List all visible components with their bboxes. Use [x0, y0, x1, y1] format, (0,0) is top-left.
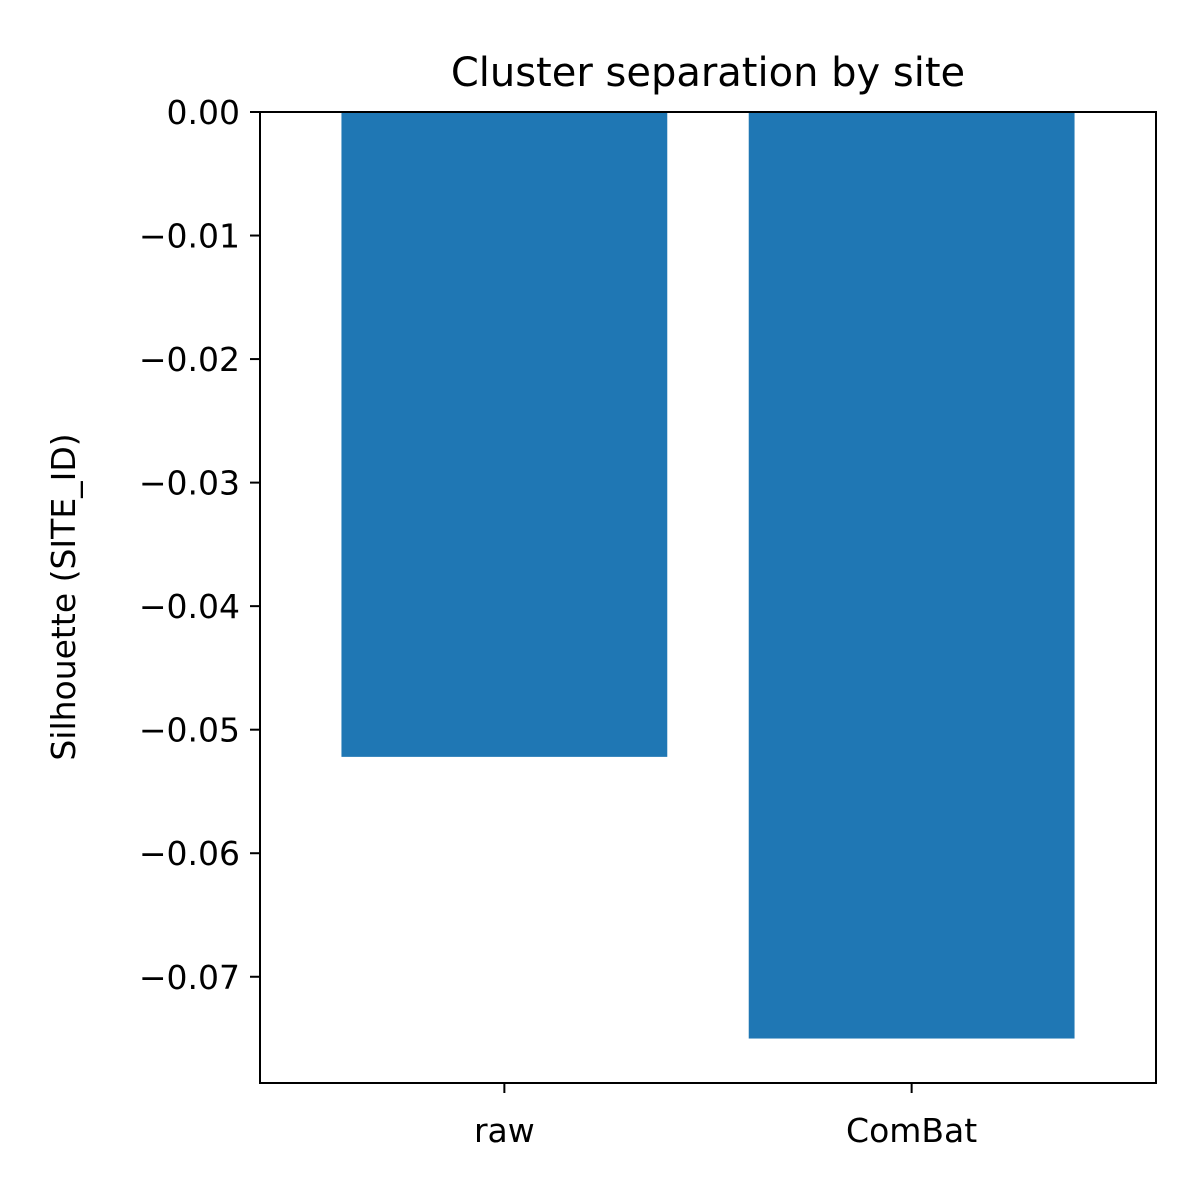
y-axis-label: Silhouette (SITE_ID)	[44, 433, 83, 760]
bar-combat	[748, 112, 1075, 1039]
bars-group	[341, 112, 1075, 1039]
y-tick-label: −0.04	[139, 587, 240, 626]
bar-raw	[341, 112, 668, 757]
y-tick-label: −0.02	[139, 340, 240, 379]
x-tick-label: raw	[474, 1111, 535, 1150]
y-tick-label: 0.00	[167, 93, 240, 132]
plot-frame	[259, 111, 1157, 1084]
y-tick-label: −0.03	[139, 464, 240, 503]
y-tick-label: −0.06	[139, 834, 240, 873]
y-tick-label: −0.01	[139, 217, 240, 256]
y-ticks-group: 0.00 −0.01 −0.02 −0.03 −0.04 −0.05 −0.06 −0.07	[139, 93, 260, 997]
y-tick-label: −0.05	[139, 711, 240, 750]
x-tick-label: ComBat	[846, 1111, 977, 1150]
y-tick-label: −0.07	[139, 958, 240, 997]
x-ticks-group: raw ComBat	[474, 1083, 977, 1150]
chart-title: Cluster separation by site	[451, 50, 965, 96]
